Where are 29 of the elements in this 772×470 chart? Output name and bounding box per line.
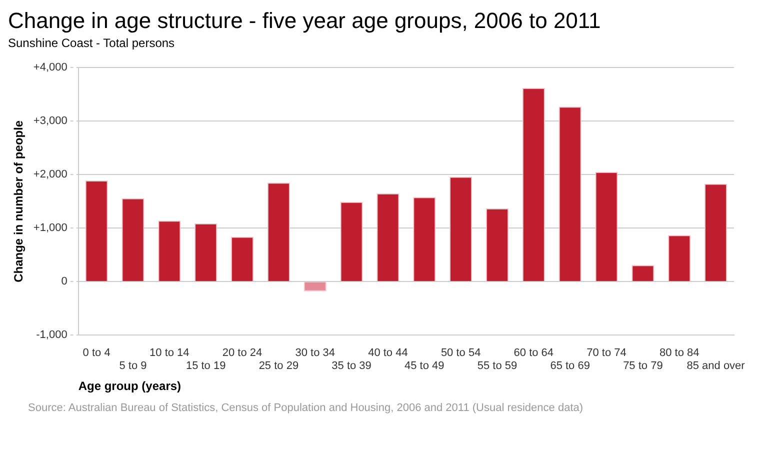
y-tick-label: 0 xyxy=(61,276,68,288)
x-tick-label: 35 to 39 xyxy=(332,360,372,372)
x-tick-label: 5 to 9 xyxy=(119,360,147,372)
y-tick-label: +1,000 xyxy=(33,222,68,234)
y-tick-label: +3,000 xyxy=(33,115,68,128)
x-tick-label: 75 to 79 xyxy=(623,360,663,372)
chart-title: Change in age structure - five year age groups, 2006 to 2011 xyxy=(8,8,602,34)
x-tick-label: 45 to 49 xyxy=(404,360,444,372)
x-tick-label: 0 to 4 xyxy=(82,346,110,359)
x-tick-label: 80 to 84 xyxy=(659,346,700,359)
x-axis-title: Age group (years) xyxy=(78,379,182,394)
x-tick-label: 10 to 14 xyxy=(150,346,190,359)
x-tick-label: 20 to 24 xyxy=(222,346,262,359)
y-tick-label: +2,000 xyxy=(33,168,68,181)
x-tick-label: 85 and over xyxy=(686,360,746,372)
x-tick-label: 40 to 44 xyxy=(368,346,408,359)
x-tick-label: 25 to 29 xyxy=(258,360,299,372)
y-tick-label: +4,000 xyxy=(33,62,68,74)
x-tick-label: 70 to 74 xyxy=(586,346,626,359)
x-tick-label: 15 to 19 xyxy=(186,360,226,372)
source-note: Source: Australian Bureau of Statistics, Census of Population and Housing, 2006 and 2011 (Usual residence data) xyxy=(28,402,584,414)
y-tick-label: -1,000 xyxy=(36,329,68,342)
x-tick-label: 50 to 54 xyxy=(440,346,481,359)
chart-subtitle: Sunshine Coast - Total persons xyxy=(8,36,176,50)
x-tick-label: 55 to 59 xyxy=(477,360,518,372)
x-tick-label: 60 to 64 xyxy=(514,346,554,359)
y-axis-title: Change in number of people xyxy=(12,120,26,282)
x-tick-label: 30 to 34 xyxy=(295,346,335,359)
x-tick-label: 65 to 69 xyxy=(550,360,590,372)
